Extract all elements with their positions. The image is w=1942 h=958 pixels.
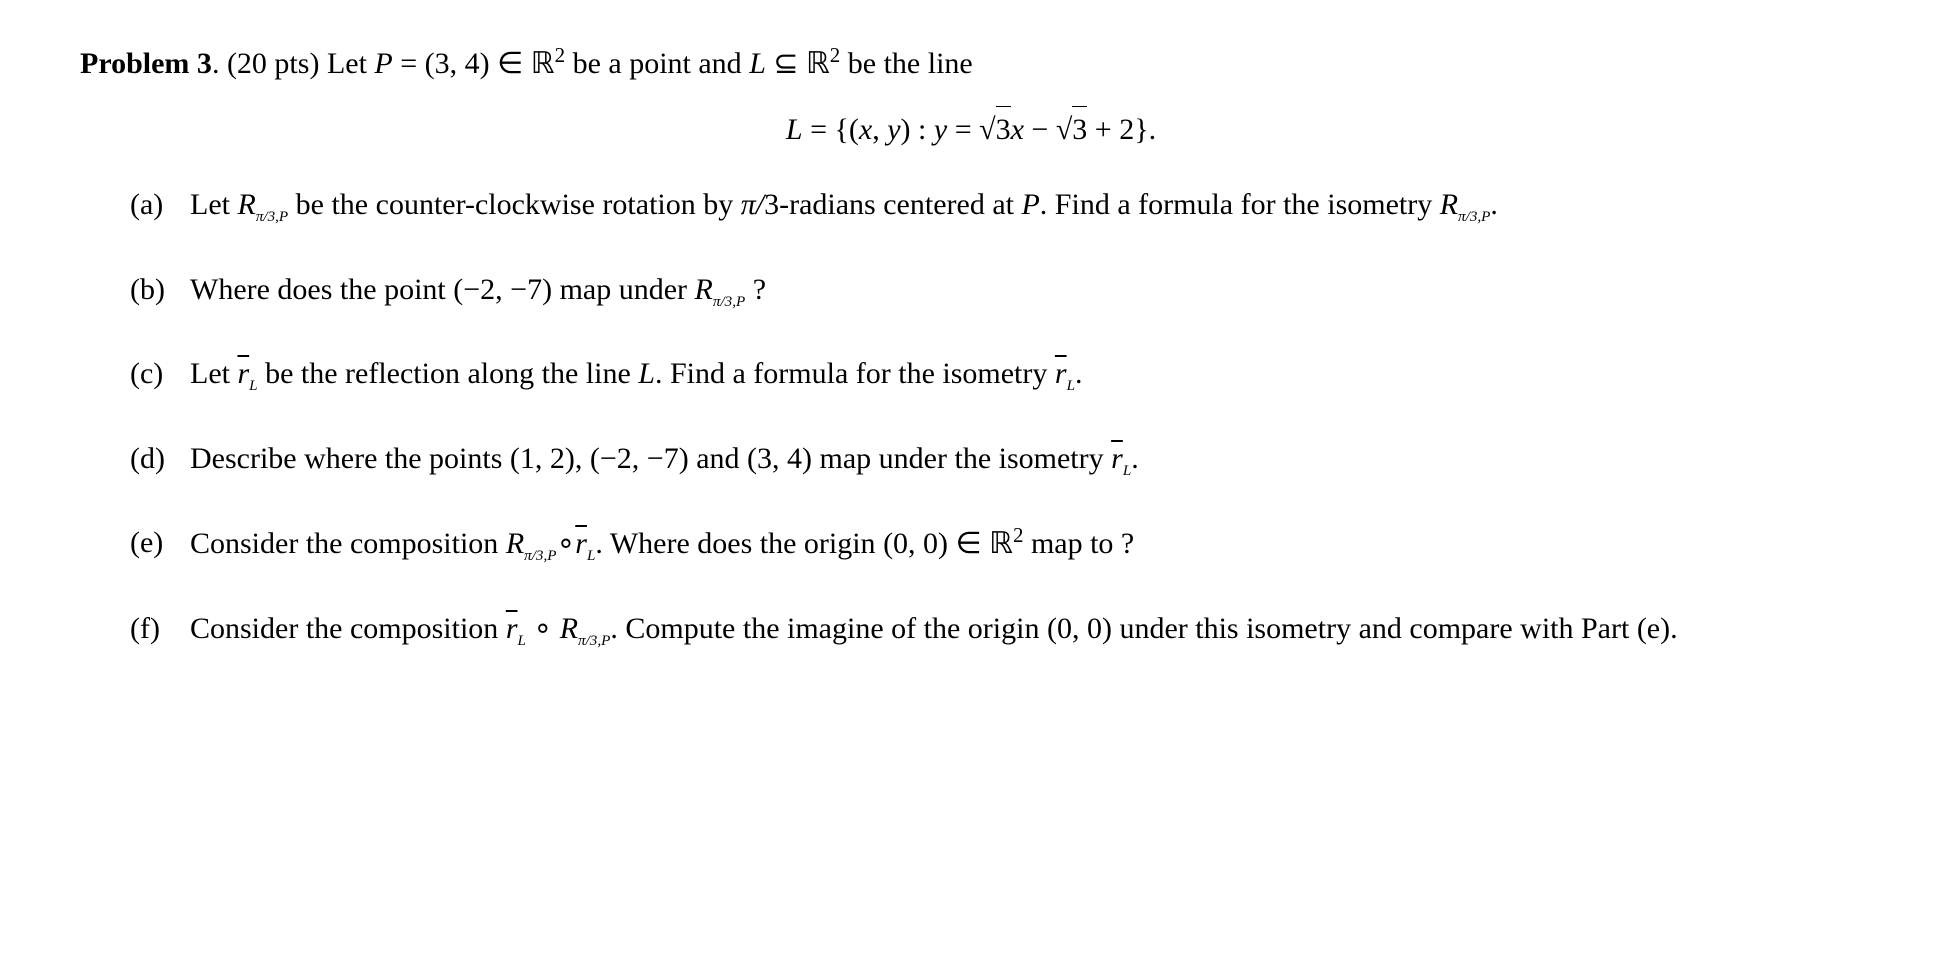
equation-display: L = {(x, y) : y = √3x − √3 + 2}. — [80, 106, 1862, 152]
part-f-content: Consider the composition rL ∘ Rπ/3,P. Co… — [190, 606, 1862, 655]
eq-plus2: + 2}. — [1095, 113, 1156, 146]
b-text2: map under — [552, 273, 694, 306]
part-a: (a) Let Rπ/3,P be the counter-clockwise … — [80, 182, 1862, 231]
part-d-content: Describe where the points (1, 2), (−2, −… — [190, 436, 1862, 485]
e-circ: ∘ — [556, 527, 575, 560]
part-c-label: (c) — [130, 351, 190, 400]
a-Rsub2: π/3,P — [1458, 209, 1490, 225]
e-rbar: r — [575, 527, 587, 560]
e-R: R — [506, 527, 524, 560]
c-text1: Let — [190, 357, 237, 390]
f-text3: under this isometry and compare with Par… — [1112, 612, 1678, 645]
part-f: (f) Consider the composition rL ∘ Rπ/3,P… — [80, 606, 1862, 655]
a-text1: Let — [190, 188, 237, 221]
eq-y: y — [887, 113, 900, 146]
f-rsub: L — [518, 633, 526, 649]
intro-3: be the line — [848, 47, 973, 80]
eq-x: x — [859, 113, 872, 146]
part-c-content: Let rL be the reflection along the line … — [190, 351, 1862, 400]
f-R: R — [560, 612, 578, 645]
d-rsub: L — [1123, 463, 1131, 479]
part-d-label: (d) — [130, 436, 190, 485]
point-P: P — [374, 47, 392, 80]
e-origin: (0, 0) ∈ ℝ2 — [883, 527, 1023, 560]
c-rbar2: r — [1055, 357, 1067, 390]
part-d: (d) Describe where the points (1, 2), (−… — [80, 436, 1862, 485]
a-Rsub: π/3,P — [256, 209, 288, 225]
f-Rsub: π/3,P — [578, 633, 610, 649]
b-Rsub: π/3,P — [713, 294, 745, 310]
R2-1: ℝ2 — [531, 47, 565, 80]
d-text1: Describe where the points — [190, 442, 510, 475]
d-p1: (1, 2) — [510, 442, 575, 475]
a-P: P — [1021, 188, 1039, 221]
eq-eq2: = — [947, 113, 979, 146]
a-3: 3 — [764, 188, 779, 221]
part-b-content: Where does the point (−2, −7) map under … — [190, 267, 1862, 316]
eq1: = (3, 4) ∈ — [400, 47, 531, 80]
e-Rsub: π/3,P — [524, 548, 556, 564]
d-c1: , — [575, 442, 590, 475]
part-f-label: (f) — [130, 606, 190, 655]
part-a-content: Let Rπ/3,P be the counter-clockwise rota… — [190, 182, 1862, 231]
problem-period: . — [212, 47, 227, 80]
eq-equals: = {( — [810, 113, 859, 146]
c-L: L — [638, 357, 655, 390]
a-text2: be the counter-clockwise rotation by — [296, 188, 741, 221]
eq-comma: , — [872, 113, 887, 146]
c-rbar: r — [237, 357, 249, 390]
a-text5: . — [1490, 188, 1498, 221]
f-text1: Consider the composition — [190, 612, 506, 645]
d-p2: (−2, −7) — [590, 442, 689, 475]
a-text4: . Find a formula for the isometry — [1040, 188, 1440, 221]
b-text1: Where does the point — [190, 273, 453, 306]
problem-title: Problem 3 — [80, 47, 212, 80]
subset: ⊆ — [773, 47, 806, 80]
part-e-content: Consider the composition Rπ/3,P∘rL. Wher… — [190, 520, 1862, 570]
intro-1: Let — [327, 47, 374, 80]
f-circ: ∘ — [526, 612, 560, 645]
R2-2: ℝ2 — [806, 47, 840, 80]
c-rsub: L — [249, 378, 257, 394]
eq-y2: y — [934, 113, 947, 146]
e-text2: . Where does the origin — [595, 527, 883, 560]
d-text3: . — [1131, 442, 1139, 475]
c-text2: be the reflection along the line — [258, 357, 639, 390]
a-pi3: π/ — [741, 188, 764, 221]
eq-paren: ) : — [901, 113, 934, 146]
eq-minus: − — [1031, 113, 1055, 146]
c-text4: . — [1075, 357, 1083, 390]
part-b-label: (b) — [130, 267, 190, 316]
a-R2: R — [1440, 188, 1458, 221]
part-e: (e) Consider the composition Rπ/3,P∘rL. … — [80, 520, 1862, 570]
L-sym: L — [749, 47, 766, 80]
e-text1: Consider the composition — [190, 527, 506, 560]
d-and: and — [689, 442, 747, 475]
eq-x2: x — [1011, 113, 1024, 146]
part-b: (b) Where does the point (−2, −7) map un… — [80, 267, 1862, 316]
c-text3: . Find a formula for the isometry — [655, 357, 1055, 390]
problem-header: Problem 3. (20 pts) Let P = (3, 4) ∈ ℝ2 … — [80, 40, 1862, 86]
c-rsub2: L — [1067, 378, 1075, 394]
f-rbar: r — [506, 612, 518, 645]
b-text3: ? — [745, 273, 766, 306]
d-text2: map under the isometry — [812, 442, 1111, 475]
eq-L: L — [786, 113, 803, 146]
part-a-label: (a) — [130, 182, 190, 231]
d-rbar: r — [1111, 442, 1123, 475]
f-origin: (0, 0) — [1047, 612, 1112, 645]
e-text3: map to ? — [1023, 527, 1134, 560]
part-e-label: (e) — [130, 520, 190, 570]
intro-2: be a point and — [573, 47, 750, 80]
b-point: (−2, −7) — [453, 273, 552, 306]
sqrt-2: √3 — [1056, 113, 1087, 146]
a-text3: -radians centered at — [779, 188, 1021, 221]
problem-points: (20 pts) — [227, 47, 320, 80]
a-R: R — [237, 188, 255, 221]
part-c: (c) Let rL be the reflection along the l… — [80, 351, 1862, 400]
sqrt-1: √3 — [979, 113, 1010, 146]
b-R: R — [695, 273, 713, 306]
f-text2: . Compute the imagine of the origin — [610, 612, 1047, 645]
d-p3: (3, 4) — [747, 442, 812, 475]
